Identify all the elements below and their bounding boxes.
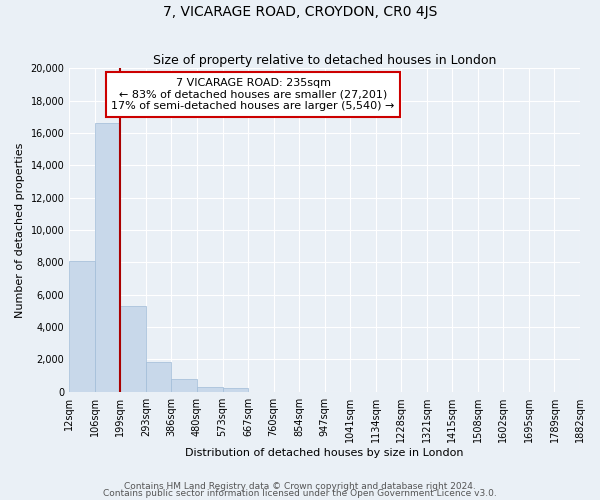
Y-axis label: Number of detached properties: Number of detached properties	[15, 142, 25, 318]
Title: Size of property relative to detached houses in London: Size of property relative to detached ho…	[153, 54, 496, 67]
Text: 7, VICARAGE ROAD, CROYDON, CR0 4JS: 7, VICARAGE ROAD, CROYDON, CR0 4JS	[163, 5, 437, 19]
Bar	[172, 378, 197, 392]
X-axis label: Distribution of detached houses by size in London: Distribution of detached houses by size …	[185, 448, 464, 458]
Text: Contains public sector information licensed under the Open Government Licence v3: Contains public sector information licen…	[103, 490, 497, 498]
Text: 7 VICARAGE ROAD: 235sqm
← 83% of detached houses are smaller (27,201)
17% of sem: 7 VICARAGE ROAD: 235sqm ← 83% of detache…	[112, 78, 395, 111]
Bar	[121, 306, 146, 392]
Bar	[69, 260, 95, 392]
Bar	[197, 387, 223, 392]
Text: Contains HM Land Registry data © Crown copyright and database right 2024.: Contains HM Land Registry data © Crown c…	[124, 482, 476, 491]
Bar	[146, 362, 172, 392]
Bar	[95, 123, 121, 392]
Bar	[223, 388, 248, 392]
